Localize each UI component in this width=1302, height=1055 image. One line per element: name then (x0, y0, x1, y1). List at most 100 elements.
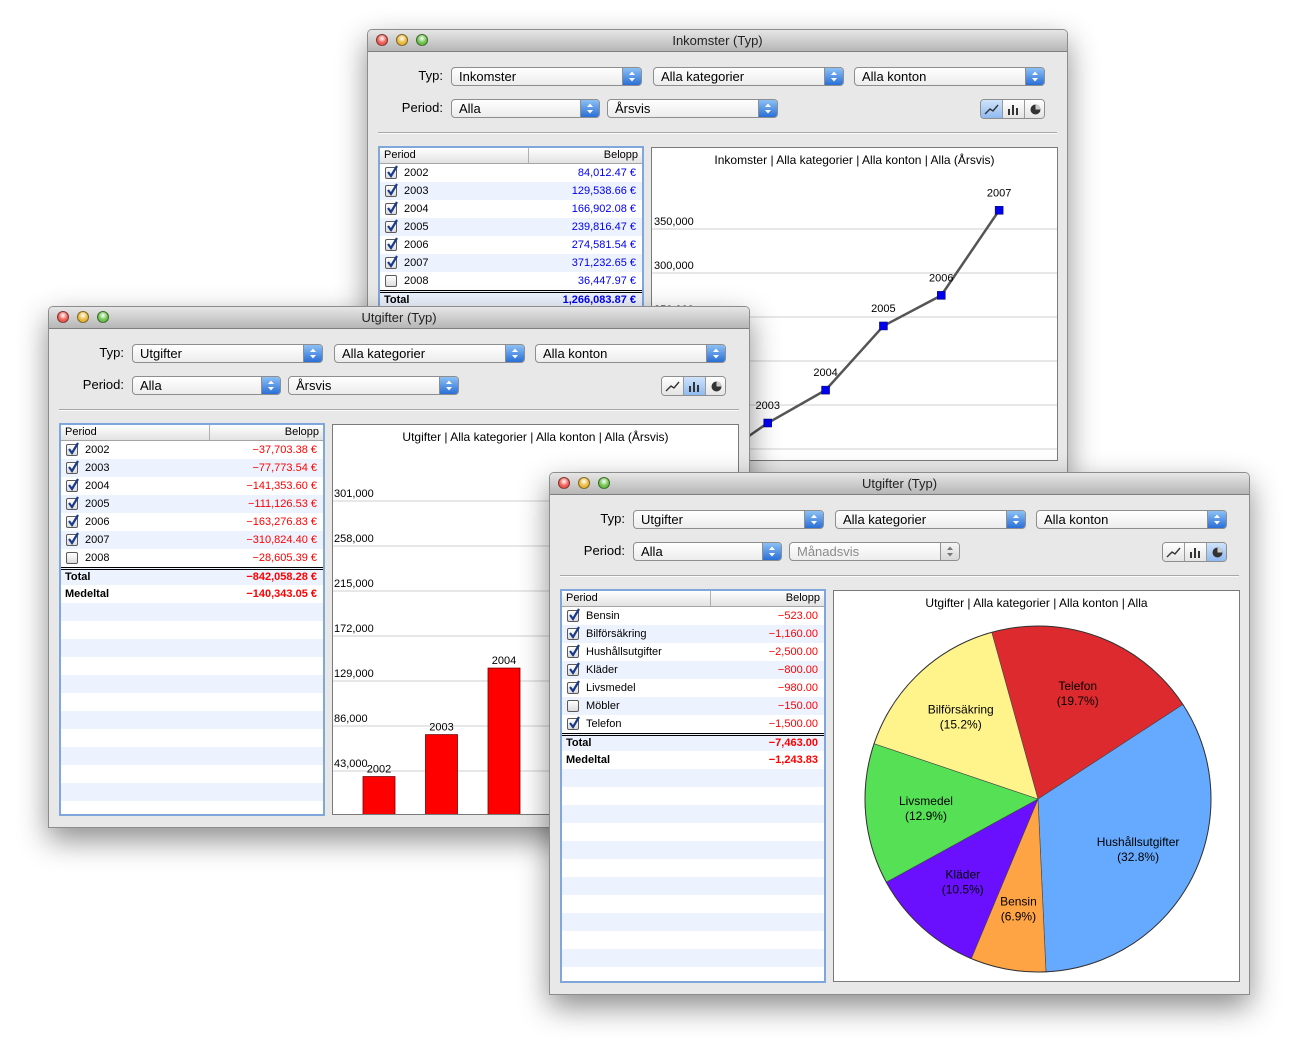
empty-row (61, 729, 323, 747)
bar-label: 2003 (429, 722, 453, 734)
dropdown-arrows (762, 543, 781, 560)
check-mark (387, 237, 398, 250)
dropdown-value: Inkomster (459, 69, 517, 84)
checkbox[interactable] (567, 662, 580, 676)
checkbox[interactable] (385, 275, 397, 287)
view-button[interactable] (705, 377, 725, 395)
window-button[interactable] (396, 34, 408, 46)
dropdown[interactable]: Alla konton (1036, 510, 1227, 529)
check-mark (387, 255, 398, 268)
dropdown[interactable]: Årsvis (607, 99, 778, 118)
checkbox[interactable] (66, 552, 78, 564)
checkbox[interactable] (567, 716, 580, 730)
view-button[interactable] (1206, 543, 1226, 561)
table-row: 2008 −28,605.39 € (61, 549, 323, 567)
check-mark (569, 680, 580, 693)
y-tick-label: 350,000 (654, 216, 694, 228)
view-button[interactable] (662, 377, 683, 395)
checkbox[interactable] (567, 700, 579, 712)
checkbox[interactable] (66, 514, 79, 528)
dropdown[interactable]: Inkomster (451, 67, 642, 86)
window-button[interactable] (416, 34, 428, 46)
view-icon (1166, 547, 1181, 558)
dropdown[interactable]: Alla (633, 542, 782, 561)
separator (378, 132, 1057, 134)
row-amount: −141,353.60 € (246, 480, 317, 492)
dropdown[interactable]: Utgifter (132, 344, 323, 363)
table-row: 2002 84,012.47 € (380, 164, 642, 182)
dropdown-arrows (580, 100, 599, 117)
window-button[interactable] (57, 311, 69, 323)
row-amount: −2,500.00 (768, 646, 818, 658)
arrows-icon (629, 71, 635, 82)
window-button[interactable] (376, 34, 388, 46)
checkbox[interactable] (66, 460, 79, 474)
dropdown[interactable]: Alla konton (854, 67, 1045, 86)
checkbox[interactable] (385, 165, 398, 179)
view-switcher (980, 99, 1045, 119)
summary-label: Total (384, 294, 410, 306)
empty-row (562, 787, 824, 805)
checkbox[interactable] (567, 644, 580, 658)
checkbox[interactable] (567, 608, 580, 622)
view-button[interactable] (1002, 100, 1024, 118)
view-switcher (661, 376, 726, 396)
summary-row: Medeltal −140,343.05 € (61, 585, 323, 603)
dropdown[interactable]: Alla kategorier (334, 344, 525, 363)
checkbox[interactable] (385, 237, 398, 251)
checkbox[interactable] (385, 255, 398, 269)
window-button[interactable] (558, 477, 570, 489)
checkbox[interactable] (66, 478, 79, 492)
empty-row (61, 801, 323, 814)
dropdown[interactable]: Månadsvis (789, 542, 960, 561)
dropdown[interactable]: Alla kategorier (835, 510, 1026, 529)
window-button[interactable] (578, 477, 590, 489)
chart-title: Inkomster | Alla kategorier | Alla konto… (714, 152, 994, 167)
view-icon (689, 382, 699, 392)
checkbox[interactable] (567, 626, 580, 640)
view-button[interactable] (981, 100, 1002, 118)
dropdown[interactable]: Alla (451, 99, 600, 118)
checkbox[interactable] (385, 219, 398, 233)
table-row: Telefon −1,500.00 (562, 715, 824, 733)
checkbox[interactable] (66, 532, 79, 546)
title-bar: Utgifter (Typ) (550, 473, 1249, 495)
dropdown[interactable]: Alla konton (535, 344, 726, 363)
summary-row: Total −842,058.28 € (61, 567, 323, 585)
bar (425, 734, 458, 814)
view-button[interactable] (1163, 543, 1184, 561)
row-label: 2008 (85, 552, 110, 564)
window-button[interactable] (97, 311, 109, 323)
table-row: 2003 −77,773.54 € (61, 459, 323, 477)
dropdown-arrows (261, 377, 280, 394)
column-header: Belopp (785, 592, 820, 604)
table-row: 2007 371,232.65 € (380, 254, 642, 272)
checkbox[interactable] (567, 680, 580, 694)
y-tick-label: 86,000 (334, 713, 368, 725)
dropdown[interactable]: Utgifter (633, 510, 824, 529)
dropdown[interactable]: Alla (132, 376, 281, 395)
dropdown-arrows (1207, 511, 1226, 528)
view-icon (1190, 548, 1200, 558)
empty-row (61, 747, 323, 765)
view-button[interactable] (1024, 100, 1044, 118)
checkbox[interactable] (66, 496, 79, 510)
view-icon (1030, 104, 1041, 115)
check-mark (68, 478, 79, 491)
view-button[interactable] (683, 377, 705, 395)
arrows-icon (310, 348, 316, 359)
dropdown[interactable]: Årsvis (288, 376, 459, 395)
view-button[interactable] (1184, 543, 1206, 561)
window-title: Inkomster (Typ) (672, 33, 763, 48)
point-label: 2003 (755, 400, 779, 412)
slice-value: (19.7%) (1057, 694, 1099, 708)
dropdown[interactable]: Alla kategorier (653, 67, 844, 86)
slice-value: (15.2%) (940, 717, 982, 731)
checkbox[interactable] (385, 201, 398, 215)
checkbox[interactable] (385, 183, 398, 197)
window-button[interactable] (77, 311, 89, 323)
window-button[interactable] (598, 477, 610, 489)
checkbox[interactable] (66, 442, 79, 456)
y-tick-label: 301,000 (334, 488, 374, 500)
